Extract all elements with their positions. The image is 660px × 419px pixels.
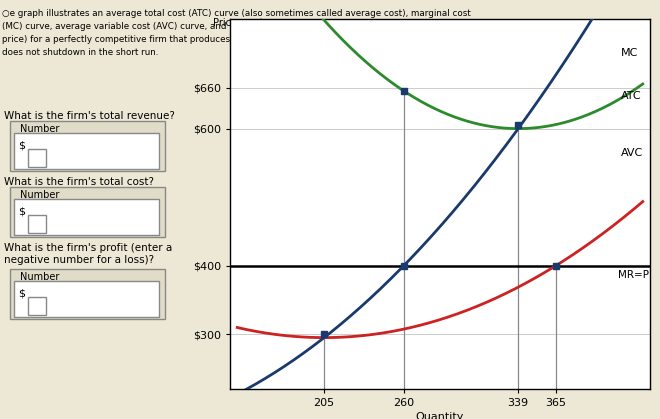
Text: (MC) curve, average variable cost (AVC) curve, and marginal revenue (MR) curve (: (MC) curve, average variable cost (AVC) …	[2, 22, 470, 31]
Bar	[10, 269, 165, 319]
Text: What is the firm's total cost?: What is the firm's total cost?	[4, 177, 154, 187]
Text: Number: Number	[20, 190, 59, 200]
Text: Number: Number	[20, 272, 59, 282]
Text: AVC: AVC	[621, 147, 644, 158]
Text: $: $	[18, 207, 25, 217]
Text: ○e graph illustrates an average total cost (ATC) curve (also sometimes called av: ○e graph illustrates an average total co…	[2, 9, 471, 18]
Bar	[14, 133, 159, 169]
Bar	[10, 121, 165, 171]
Text: MC: MC	[621, 48, 638, 58]
Text: Price, cost: Price, cost	[213, 18, 263, 28]
Text: $: $	[18, 289, 25, 299]
Text: MR=P: MR=P	[618, 270, 649, 280]
Text: Number: Number	[20, 124, 59, 134]
Bar	[28, 297, 46, 315]
Bar	[14, 281, 159, 317]
Text: What is the firm's total revenue?: What is the firm's total revenue?	[4, 111, 175, 121]
Text: $: $	[18, 141, 25, 151]
Bar	[28, 149, 46, 167]
Bar	[10, 187, 165, 237]
Text: ATC: ATC	[621, 91, 642, 101]
Bar	[14, 199, 159, 235]
Text: does not shutdown in the short run.: does not shutdown in the short run.	[2, 48, 158, 57]
X-axis label: Quantity: Quantity	[416, 412, 464, 419]
Text: What is the firm's profit (enter a
negative number for a loss)?: What is the firm's profit (enter a negat…	[4, 243, 172, 265]
Bar	[28, 215, 46, 233]
Text: price) for a perfectly competitive firm that produces toy spaceships. Assume tha: price) for a perfectly competitive firm …	[2, 35, 504, 44]
